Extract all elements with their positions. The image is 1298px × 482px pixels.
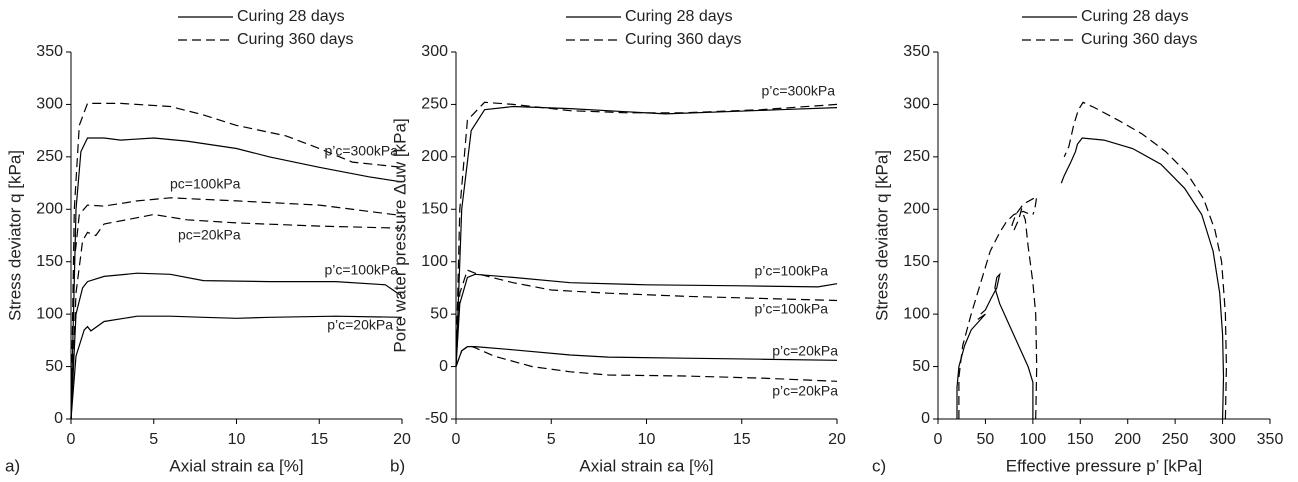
x-tick-label: 250: [1162, 431, 1189, 448]
series-line: [1063, 101, 1228, 420]
y-axis-label: Stress deviator q [kPa]: [872, 150, 891, 321]
x-tick-label: 150: [1067, 431, 1094, 448]
x-tick-label: 10: [638, 431, 656, 448]
series-line: [1060, 137, 1225, 420]
annotation: p’c=100kPa: [324, 262, 398, 278]
legend-label: Curing 28 days: [1081, 8, 1189, 25]
annotation: p’c=20kPa: [772, 383, 838, 399]
y-axis-label: Stress deviator q [kPa]: [5, 150, 24, 321]
x-tick-label: 100: [1020, 431, 1047, 448]
legend-label: Curing 360 days: [237, 31, 354, 48]
annotation: p’c=300kPa: [324, 143, 398, 159]
series-line: [455, 344, 838, 382]
y-tick-label: 50: [45, 358, 63, 375]
series-line: [70, 272, 403, 420]
x-axis-label: Axial strain εa [%]: [169, 456, 303, 475]
x-axis-label: Effective pressure p’ [kPa]: [1006, 456, 1203, 475]
y-tick-label: 200: [421, 148, 448, 165]
x-tick-label: 50: [977, 431, 995, 448]
x-tick-label: 20: [828, 431, 846, 448]
x-tick-label: 10: [228, 431, 246, 448]
x-tick-label: 5: [149, 431, 158, 448]
y-tick-label: 300: [903, 96, 930, 113]
series-line: [958, 210, 1029, 419]
x-tick-label: 20: [393, 431, 411, 448]
y-tick-label: 350: [903, 43, 930, 60]
panel: 0 50 100 150 200 250 300 350 0 5 10 15 20 Axial strai…: [5, 8, 411, 475]
y-tick-label: 100: [421, 253, 448, 270]
annotation: p’c=300kPa: [761, 83, 835, 99]
y-tick-label: 300: [36, 96, 63, 113]
y-tick-label: 150: [903, 253, 930, 270]
series-line: [70, 102, 403, 420]
series-line: [455, 273, 838, 367]
panel-label: c): [872, 456, 886, 475]
y-tick-label: 100: [36, 305, 63, 322]
x-tick-label: 15: [733, 431, 751, 448]
x-tick-label: 15: [310, 431, 328, 448]
y-axis-label: Pore water pressure Δuw [kPa]: [390, 118, 409, 352]
series-line: [455, 269, 838, 367]
legend-label: Curing 28 days: [625, 8, 733, 25]
y-tick-label: 0: [921, 410, 930, 427]
x-tick-label: 5: [547, 431, 556, 448]
y-tick-label: 0: [54, 410, 63, 427]
series-line: [70, 213, 403, 420]
y-tick-label: 250: [36, 148, 63, 165]
legend-label: Curing 360 days: [625, 31, 742, 48]
y-tick-label: 350: [36, 43, 63, 60]
legend-label: Curing 360 days: [1081, 31, 1198, 48]
series-line: [980, 272, 1034, 419]
x-tick-label: 200: [1114, 431, 1141, 448]
x-axis-label: Axial strain εa [%]: [579, 456, 713, 475]
annotation: p’c=100kPa: [754, 263, 828, 279]
x-tick-label: 0: [67, 431, 76, 448]
y-tick-label: 0: [439, 358, 448, 375]
y-tick-label: 150: [36, 253, 63, 270]
y-tick-label: 200: [36, 201, 63, 218]
series-line: [956, 313, 986, 419]
series-line: [70, 197, 403, 420]
series-line: [70, 315, 403, 420]
annotation: p’c=20kPa: [772, 343, 838, 359]
legend-label: Curing 28 days: [237, 8, 345, 25]
annotation: pc=100kPa: [170, 176, 241, 192]
y-tick-label: 50: [430, 305, 448, 322]
annotation: p’c=20kPa: [327, 317, 393, 333]
series-line: [455, 105, 838, 367]
panel-label: b): [390, 456, 405, 475]
x-tick-label: 350: [1257, 431, 1284, 448]
y-tick-label: 50: [912, 358, 930, 375]
y-tick-label: -50: [425, 410, 448, 427]
y-tick-label: 200: [903, 201, 930, 218]
y-tick-label: 250: [903, 148, 930, 165]
y-tick-label: 100: [903, 305, 930, 322]
x-tick-label: 300: [1209, 431, 1236, 448]
panel-label: a): [5, 456, 20, 475]
panel: 0 50 100 150 200 250 300 350 0 50 100 150 200 250 300 3…: [872, 8, 1283, 475]
series-line: [455, 101, 838, 367]
y-tick-label: 150: [421, 201, 448, 218]
annotation: p’c=100kPa: [754, 301, 828, 317]
x-tick-label: 0: [934, 431, 943, 448]
series-line: [1011, 195, 1038, 420]
x-tick-label: 0: [452, 431, 461, 448]
series-line: [70, 137, 403, 420]
y-tick-label: 250: [421, 96, 448, 113]
annotation: pc=20kPa: [178, 227, 241, 243]
y-tick-label: 300: [421, 43, 448, 60]
